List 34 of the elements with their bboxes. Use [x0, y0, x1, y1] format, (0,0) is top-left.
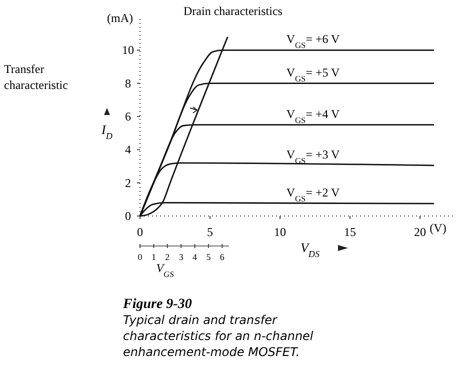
y-axis-title: I$_{D}$: [100, 122, 113, 141]
series-label: V$_{GS}$= +4 V: [286, 106, 340, 124]
y-tick-label: 8: [125, 76, 131, 90]
x2-tick-label: 6: [220, 252, 225, 262]
x2-tick-label: 0: [138, 252, 143, 262]
caption: Figure 9-30: [122, 297, 192, 312]
x-tick-label: 10: [274, 225, 286, 239]
x2-tick-label: 3: [178, 252, 184, 262]
y-tick-label: 0: [125, 209, 131, 223]
x2-tick-label: 5: [206, 252, 212, 262]
series-label: V$_{GS}$= +5 V: [286, 65, 340, 83]
x-axis-title: V$_{DS}$: [300, 240, 320, 259]
series-label: V$_{GS}$= +3 V: [286, 147, 340, 165]
y-tick-label: 2: [125, 176, 131, 190]
y-tick-label: 4: [125, 142, 131, 157]
series-label: V$_{GS}$= +6 V: [286, 32, 340, 50]
y-tick-label: 6: [125, 110, 131, 124]
x-tick-label: 20: [414, 225, 426, 239]
text: characteristics for an n-channel: [123, 329, 314, 343]
text: Transfer characteristic: [4, 62, 68, 92]
text: enhancement-mode MOSFET.: [123, 345, 300, 359]
series-label: V$_{GS}$= +2 V: [286, 186, 340, 204]
text: (mA): [107, 11, 133, 25]
x-tick-label: 15: [344, 225, 356, 239]
text: (V): [430, 221, 446, 235]
y-tick-label: 10: [122, 43, 134, 58]
x2-tick-label: 2: [165, 252, 170, 262]
x2-axis-title: V$_{GS}$: [156, 261, 175, 278]
x-tick-label: 0: [137, 225, 143, 239]
x2-tick-label: 4: [192, 252, 198, 262]
x-tick-label: 5: [207, 225, 213, 239]
text: Typical drain and transfer: [123, 313, 278, 327]
x2-tick-label: 1: [151, 252, 156, 262]
chart-title: Drain characteristics: [184, 4, 283, 18]
